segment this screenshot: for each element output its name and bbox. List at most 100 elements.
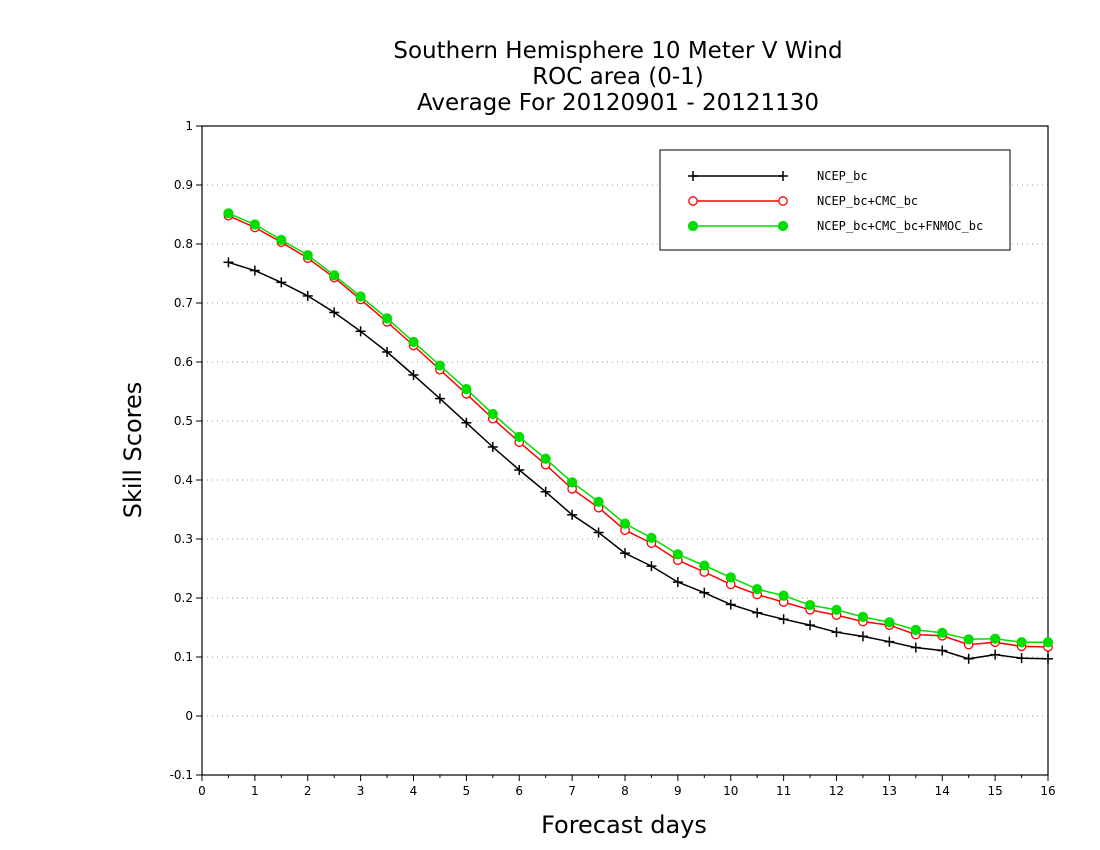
- data-point: [434, 360, 446, 371]
- data-point: [937, 627, 948, 638]
- x-tick-label: 1: [251, 784, 259, 798]
- y-tick-label: 0.8: [174, 237, 193, 251]
- x-tick-label: 4: [410, 784, 418, 798]
- data-point: [725, 572, 736, 583]
- data-point: [699, 587, 710, 598]
- data-point: [593, 496, 604, 507]
- data-point: [646, 532, 657, 543]
- data-point: [540, 453, 551, 464]
- data-point: [937, 645, 948, 656]
- y-axis-label: Skill Scores: [119, 382, 147, 519]
- data-point: [699, 560, 710, 571]
- series-2: [223, 210, 1053, 652]
- data-point: [487, 441, 498, 452]
- x-tick-label: 7: [568, 784, 576, 798]
- y-tick-label: 1: [185, 119, 193, 133]
- data-point: [672, 549, 683, 560]
- data-point: [329, 270, 340, 281]
- data-point: [884, 617, 895, 628]
- data-point: [857, 611, 869, 622]
- data-point: [487, 408, 498, 420]
- legend-entry: NCEP_bc+CMC_bc+FNMOC_bc: [687, 219, 983, 233]
- data-point: [752, 607, 763, 618]
- x-tick-label: 12: [829, 784, 844, 798]
- data-point: [514, 431, 525, 443]
- x-tick-label: 13: [882, 784, 897, 798]
- data-point: [831, 627, 842, 638]
- title-line-3: Average For 20120901 - 20121130: [417, 90, 819, 116]
- y-tick-label: 0.7: [174, 296, 193, 310]
- x-axis-label: Forecast days: [541, 811, 707, 839]
- x-tick-label: 16: [1040, 784, 1055, 798]
- data-point: [567, 509, 578, 520]
- y-tick-label: 0.5: [174, 414, 193, 428]
- series-line: [228, 261, 1049, 660]
- x-tick-label: 3: [357, 784, 365, 798]
- data-point: [963, 634, 974, 645]
- data-point: [910, 642, 921, 653]
- data-point: [990, 649, 1001, 660]
- data-point: [1016, 637, 1027, 648]
- legend-marker: [777, 220, 789, 232]
- data-point: [276, 234, 287, 245]
- data-point: [461, 417, 472, 428]
- data-point: [804, 599, 816, 611]
- x-tick-label: 0: [198, 784, 206, 798]
- data-point: [620, 548, 630, 559]
- data-point: [752, 584, 763, 595]
- legend-marker: [688, 196, 698, 206]
- legend-label: NCEP_bc+CMC_bc+FNMOC_bc: [817, 219, 983, 233]
- series-1: [223, 257, 1053, 664]
- data-point: [1043, 653, 1053, 664]
- data-point: [223, 257, 234, 268]
- data-point: [990, 633, 1001, 644]
- data-point: [725, 599, 736, 610]
- legend-label: NCEP_bc+CMC_bc: [817, 194, 918, 208]
- legend-marker: [688, 171, 698, 181]
- x-tick-label: 5: [463, 784, 471, 798]
- data-point: [963, 653, 974, 664]
- data-point: [646, 561, 657, 572]
- data-point: [302, 250, 313, 261]
- data-point: [672, 577, 683, 588]
- y-tick-label: -0.1: [170, 768, 193, 782]
- series-3: [223, 208, 1054, 648]
- data-point: [857, 631, 868, 642]
- data-point: [408, 336, 419, 348]
- series-line: [228, 215, 1049, 648]
- x-tick-label: 11: [776, 784, 791, 798]
- series-layer: [223, 208, 1054, 664]
- x-tick-label: 6: [515, 784, 523, 798]
- x-tick-label: 9: [674, 784, 682, 798]
- data-point: [276, 277, 287, 288]
- data-point: [408, 369, 419, 380]
- x-tick-label: 14: [935, 784, 950, 798]
- data-point: [355, 326, 366, 337]
- data-point: [884, 636, 895, 647]
- data-point: [1016, 653, 1027, 664]
- legend-marker: [778, 171, 788, 181]
- data-point: [249, 219, 260, 230]
- legend: NCEP_bc NCEP_bc+CMC_bc NCEP_bc+CMC_bc+FNMO…: [659, 149, 1011, 251]
- data-point: [831, 604, 842, 615]
- data-point: [805, 620, 816, 631]
- data-point: [619, 518, 631, 529]
- legend-entry: NCEP_bc+CMC_bc: [688, 194, 918, 208]
- legend-label: NCEP_bc: [817, 169, 868, 183]
- data-point: [223, 208, 234, 219]
- x-tick-label: 15: [987, 784, 1002, 798]
- x-tick-label: 8: [621, 784, 629, 798]
- data-point: [382, 346, 393, 357]
- data-point: [567, 477, 578, 488]
- x-tick-label: 2: [304, 784, 312, 798]
- data-point: [514, 464, 525, 475]
- data-point: [434, 393, 445, 404]
- data-point: [381, 313, 393, 324]
- x-tick-label: 10: [723, 784, 738, 798]
- y-tick-label: 0.3: [174, 532, 193, 546]
- legend-marker: [687, 220, 699, 232]
- data-point: [355, 291, 366, 302]
- y-tick-label: 0.9: [174, 178, 193, 192]
- y-tick-label: 0.1: [174, 650, 193, 664]
